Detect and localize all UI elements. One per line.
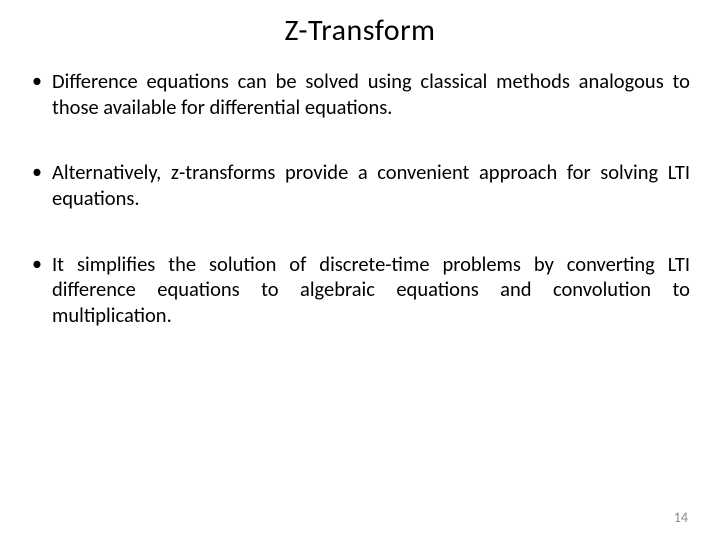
page-number: 14 [674,509,688,526]
slide-title: Z-Transform [30,12,690,49]
bullet-item: Difference equations can be solved using… [30,69,690,120]
slide-container: Z-Transform Difference equations can be … [0,0,720,540]
bullet-item: It simplifies the solution of discrete-t… [30,252,690,329]
bullet-item: Alternatively, z-transforms provide a co… [30,160,690,211]
bullet-list: Difference equations can be solved using… [30,69,690,328]
